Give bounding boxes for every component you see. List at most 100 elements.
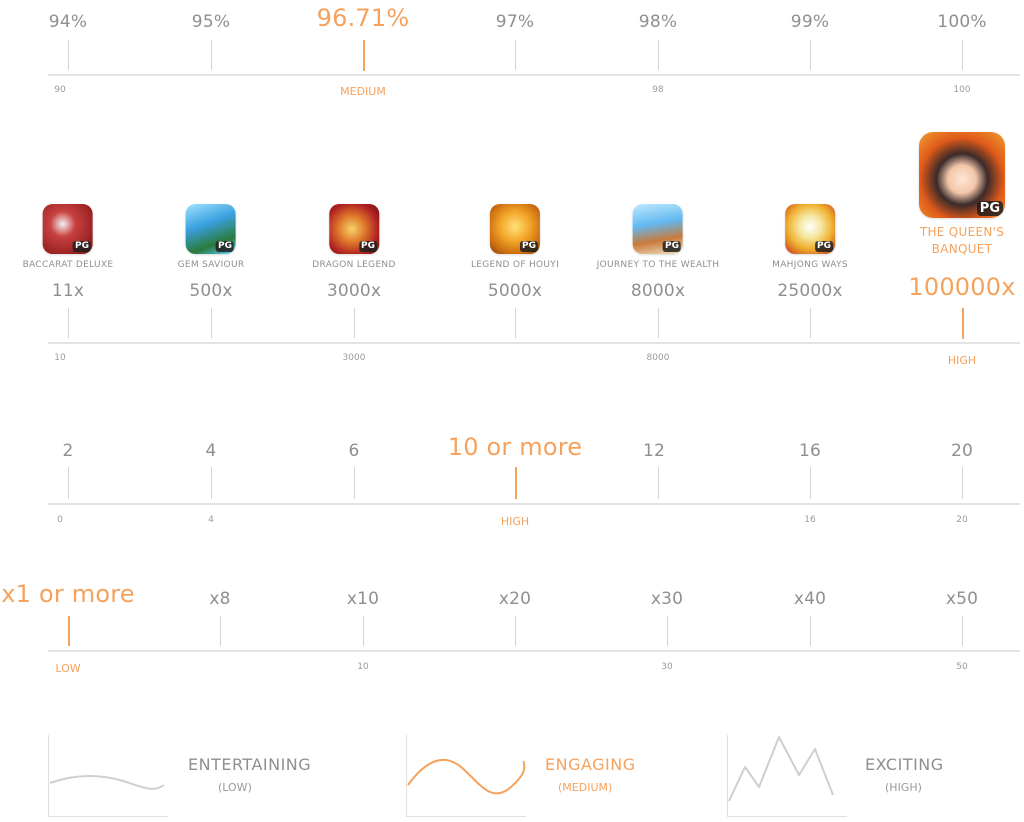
max-win-tick (515, 308, 516, 338)
bet-tick (515, 616, 516, 646)
game-legend-of-houyi[interactable]: PG LEGEND OF HOUYI (471, 204, 559, 270)
rtp-value-100: 100% (937, 12, 987, 32)
game-baccarat-deluxe[interactable]: PG BACCARAT DELUXE (23, 204, 114, 270)
max-win-tick-label-high: HIGH (947, 354, 977, 367)
rtp-tick-label: 100 (953, 85, 971, 95)
rtp-value-highlight: 96.71% (316, 4, 410, 32)
lines-value: 16 (798, 441, 822, 461)
lines-tick (354, 467, 355, 499)
bet-value: x30 (650, 589, 684, 609)
rtp-tick-highlight (363, 40, 365, 71)
volatility-medium-graph (406, 735, 526, 817)
game-gem-saviour[interactable]: PG GEM SAVIOUR (178, 204, 245, 270)
max-win-axis (48, 342, 1020, 344)
rtp-tick-label: 90 (54, 85, 66, 95)
max-win-tick-label: 3000 (342, 353, 366, 363)
rtp-value-95: 95% (191, 12, 231, 32)
max-win-value: 11x (51, 281, 85, 301)
rtp-axis (48, 74, 1020, 76)
max-win-tick-label: 10 (54, 353, 66, 363)
bet-tick-label: 10 (357, 662, 369, 672)
game-name: DRAGON LEGEND (312, 260, 396, 270)
baccarat-deluxe-icon: PG (42, 204, 93, 254)
rtp-scale: 94% 95% 96.71% 97% 98% 99% 100% 90 MEDIU… (0, 0, 1024, 110)
lines-scale: 2 4 6 10 or more 12 16 20 0 4 HIGH 16 20 (48, 433, 1020, 528)
lines-tick (658, 467, 659, 499)
lines-tick-label-high: HIGH (500, 515, 530, 528)
game-mahjong-ways[interactable]: PG MAHJONG WAYS (772, 204, 848, 270)
rtp-value-94: 94% (48, 12, 88, 32)
lines-value: 6 (348, 441, 360, 461)
lines-value-highlight: 10 or more (447, 433, 583, 461)
max-win-value: 500x (189, 281, 233, 301)
max-win-value: 5000x (487, 281, 543, 301)
volatility-medium-title: ENGAGING (545, 755, 636, 774)
game-dragon-legend[interactable]: PG DRAGON LEGEND (312, 204, 395, 270)
lines-tick-label: 0 (57, 515, 63, 525)
rtp-value-98: 98% (638, 12, 678, 32)
wave-low-icon (49, 775, 165, 790)
game-name: JOURNEY TO THE WEALTH (596, 260, 720, 270)
bet-value: x10 (346, 589, 380, 609)
game-journey-to-the-wealth[interactable]: PG JOURNEY TO THE WEALTH (597, 204, 720, 270)
game-name: LEGEND OF HOUYI (470, 260, 560, 270)
rtp-tick (68, 40, 69, 70)
bet-tick-label: 50 (956, 662, 968, 672)
dragon-legend-icon: PG (329, 204, 379, 254)
wave-high-icon (728, 736, 834, 802)
lines-tick (211, 467, 212, 499)
bet-tick-label: 30 (661, 662, 673, 672)
bet-value-highlight: x1 or more (1, 580, 135, 608)
max-win-value: 3000x (326, 281, 382, 301)
bet-tick (667, 616, 668, 646)
bet-tick (363, 616, 364, 646)
rtp-tick (658, 40, 659, 70)
volatility-low-graph (48, 735, 168, 817)
lines-tick-label: 4 (208, 515, 214, 525)
max-win-scale: PG BACCARAT DELUXE PG GEM SAVIOUR PG DRA… (0, 0, 1024, 380)
max-win-tick-highlight (962, 308, 964, 339)
game-name: GEM SAVIOUR (177, 260, 245, 270)
wave-medium-icon (407, 758, 526, 795)
rtp-tick (211, 40, 212, 70)
volatility-medium-sub: (MEDIUM) (558, 781, 613, 794)
rtp-tick (515, 40, 516, 70)
max-win-tick (68, 308, 69, 338)
game-name: BACCARAT DELUXE (22, 260, 114, 270)
max-win-value: 8000x (630, 281, 686, 301)
bet-tick (220, 616, 221, 646)
bet-tick-highlight (68, 616, 70, 646)
lines-tick (810, 467, 811, 499)
max-win-tick (658, 308, 659, 338)
lines-tick (962, 467, 963, 499)
rtp-tick-label-medium: MEDIUM (340, 85, 386, 98)
lines-tick (68, 467, 69, 499)
game-name: MAHJONG WAYS (772, 260, 848, 270)
lines-value: 2 (62, 441, 74, 461)
lines-axis (48, 503, 1020, 505)
rtp-value-97: 97% (495, 12, 535, 32)
game-name-highlight: THE QUEEN'S BANQUET (919, 225, 1005, 256)
game-the-queens-banquet[interactable]: PG THE QUEEN'S BANQUET (907, 132, 1017, 258)
legend-of-houyi-icon: PG (489, 204, 540, 254)
gem-saviour-icon: PG (185, 204, 236, 254)
volatility-legend: ENTERTAINING (LOW) ENGAGING (MEDIUM) EXC… (0, 735, 1024, 822)
bet-scale: x1 or more x8 x10 x20 x30 x40 x50 LOW 10… (1, 580, 1020, 675)
lines-value: 4 (205, 441, 217, 461)
max-win-tick (354, 308, 355, 338)
mahjong-ways-icon: PG (784, 204, 835, 254)
volatility-low-sub: (LOW) (218, 781, 252, 794)
journey-to-the-wealth-icon: PG (632, 204, 683, 254)
bet-tick (810, 616, 811, 646)
max-win-value-highlight: 100000x (908, 273, 1016, 301)
max-win-tick-label: 8000 (646, 353, 670, 363)
volatility-high-sub: (HIGH) (885, 781, 922, 794)
lines-tick-highlight (515, 467, 517, 499)
volatility-low-title: ENTERTAINING (188, 755, 312, 774)
rtp-tick (962, 40, 963, 70)
max-win-value: 25000x (777, 281, 843, 301)
bet-value: x50 (945, 589, 979, 609)
bet-tick-label-low: LOW (55, 662, 81, 675)
rtp-tick-label: 98 (652, 85, 664, 95)
bet-value: x40 (793, 589, 827, 609)
